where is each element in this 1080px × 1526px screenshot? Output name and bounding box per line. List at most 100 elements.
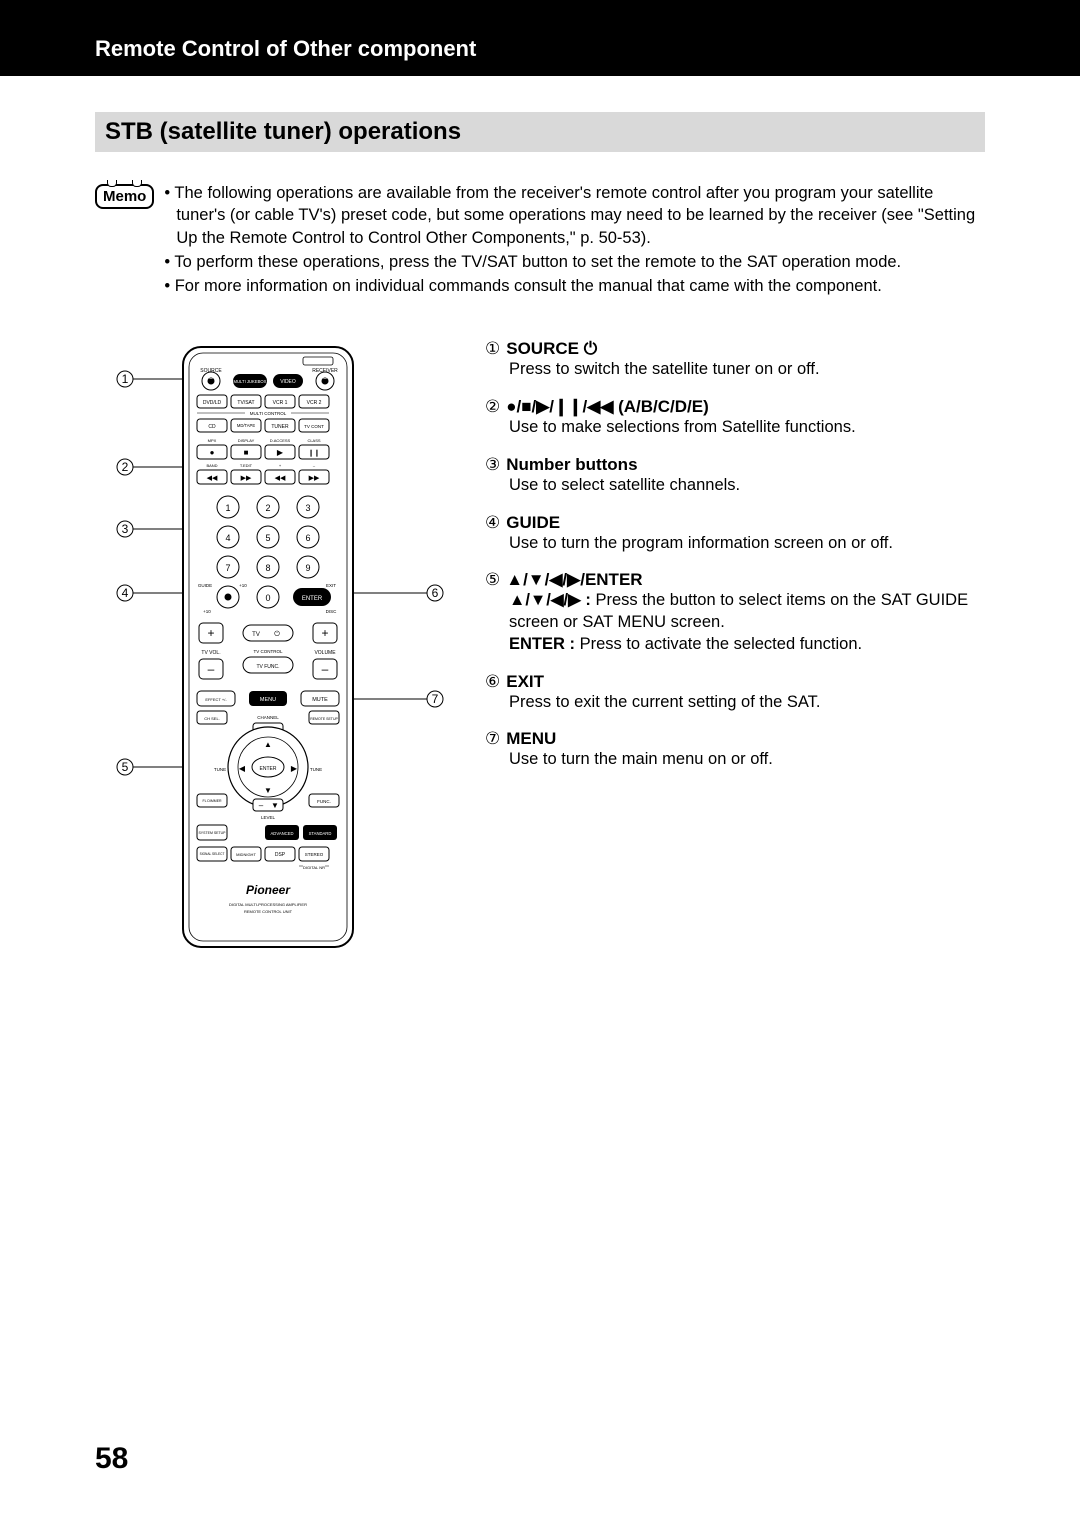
- desc-num: ⑦: [485, 729, 500, 749]
- content-area: Memo The following operations are availa…: [95, 182, 985, 964]
- desc-text: Press to switch the satellite tuner on o…: [485, 359, 985, 381]
- svg-text:D.ACCESS: D.ACCESS: [270, 438, 291, 443]
- svg-text:+10: +10: [203, 609, 211, 614]
- desc-text: ▲/▼/◀/▶ : Press the button to select ite…: [485, 590, 985, 655]
- desc-title: MENU: [506, 729, 556, 748]
- svg-text:MULTI CONTROL: MULTI CONTROL: [250, 411, 287, 416]
- svg-text:+: +: [207, 626, 214, 640]
- desc-num: ⑥: [485, 672, 500, 692]
- desc-title: ▲/▼/◀/▶/ENTER: [506, 570, 642, 589]
- desc-num: ③: [485, 455, 500, 475]
- desc-item-4: ④GUIDE Use to turn the program informati…: [485, 513, 985, 555]
- memo-block: Memo The following operations are availa…: [95, 182, 985, 299]
- desc-item-6: ⑥ EXIT Press to exit the current setting …: [485, 672, 985, 714]
- page-number: 58: [95, 1442, 128, 1476]
- svg-text:●: ●: [210, 448, 215, 457]
- svg-text:⏻: ⏻: [274, 630, 280, 638]
- desc-num: ②: [485, 397, 500, 417]
- svg-text:MUTE: MUTE: [312, 697, 328, 703]
- header-bar: Remote Control of Other component: [0, 0, 1080, 76]
- memo-list: The following operations are available f…: [164, 182, 985, 299]
- svg-text:LEVEL: LEVEL: [261, 815, 276, 820]
- desc-item-3: ③Number buttons Use to select satellite …: [485, 455, 985, 497]
- svg-text:▶▶: ▶▶: [309, 475, 320, 482]
- svg-text:◀: ◀: [239, 764, 246, 773]
- svg-text:5: 5: [122, 760, 129, 774]
- svg-text:Pioneer: Pioneer: [246, 883, 291, 897]
- desc-item-5: ⑤ ▲/▼/◀/▶/ENTER ▲/▼/◀/▶ : Press the butto…: [485, 570, 985, 655]
- svg-text:▼: ▼: [264, 786, 272, 795]
- svg-text:2: 2: [122, 460, 129, 474]
- svg-text:ADVANCED: ADVANCED: [271, 831, 294, 836]
- svg-text:4: 4: [225, 533, 230, 543]
- svg-text:SYSTEM SETUP: SYSTEM SETUP: [198, 831, 226, 835]
- svg-text:DIGITAL MULTI-PROCESSING AMPLI: DIGITAL MULTI-PROCESSING AMPLIFIER: [229, 902, 307, 907]
- remote-diagram: 1 2 3 4 5 6 7 SOURCE RECEIVER ⏻: [115, 339, 445, 959]
- svg-text:9: 9: [305, 563, 310, 573]
- svg-text:MIDNIGHT: MIDNIGHT: [236, 852, 256, 857]
- svg-text:CD: CD: [208, 424, 216, 430]
- svg-text:4: 4: [122, 586, 129, 600]
- svg-text:DISC: DISC: [326, 609, 338, 614]
- desc-item-7: ⑦ MENU Use to turn the main menu on or of…: [485, 729, 985, 771]
- remote-diagram-column: 1 2 3 4 5 6 7 SOURCE RECEIVER ⏻: [95, 339, 445, 964]
- svg-text:0: 0: [265, 593, 270, 603]
- svg-text:TV CONTROL: TV CONTROL: [253, 649, 282, 654]
- svg-text:⏻: ⏻: [323, 374, 328, 381]
- memo-badge: Memo: [95, 184, 154, 209]
- svg-text:FL DIMMER: FL DIMMER: [202, 799, 222, 803]
- desc-text: Use to turn the main menu on or off.: [485, 749, 985, 771]
- svg-text:FUNC.: FUNC.: [317, 799, 331, 804]
- desc-text: Press to exit the current setting of the…: [485, 692, 985, 714]
- svg-text:5: 5: [265, 533, 270, 543]
- svg-text:VCR 2: VCR 2: [307, 400, 322, 406]
- svg-text:DIGITAL NR: DIGITAL NR: [303, 865, 325, 870]
- svg-text:CH SEL.: CH SEL.: [204, 716, 220, 721]
- desc-text: Use to turn the program information scre…: [485, 533, 985, 555]
- svg-text:◀◀: ◀◀: [207, 475, 218, 482]
- svg-text:SIGNAL SELECT: SIGNAL SELECT: [200, 852, 225, 856]
- svg-text:GUIDE: GUIDE: [198, 583, 212, 588]
- svg-text:ENTER: ENTER: [302, 596, 323, 602]
- svg-text:⏻: ⏻: [209, 374, 214, 381]
- svg-text:MENU: MENU: [260, 697, 276, 703]
- svg-text:MULTI JUKEBOX: MULTI JUKEBOX: [234, 379, 267, 384]
- svg-text:TV: TV: [252, 632, 260, 638]
- svg-text:MPX: MPX: [208, 438, 217, 443]
- desc-item-1: ①SOURCE ⏻ Press to switch the satellite …: [485, 339, 985, 381]
- svg-text:+: +: [321, 626, 328, 640]
- svg-text:–: –: [322, 662, 329, 676]
- desc-text: Use to select satellite channels.: [485, 475, 985, 497]
- memo-item: To perform these operations, press the T…: [164, 251, 985, 273]
- svg-text:CHANNEL: CHANNEL: [257, 715, 279, 720]
- svg-text:6: 6: [305, 533, 310, 543]
- svg-text:EFFECT +/-: EFFECT +/-: [205, 697, 227, 702]
- svg-text:▲: ▲: [264, 740, 272, 749]
- svg-text:VIDEO: VIDEO: [280, 379, 296, 385]
- desc-title: SOURCE ⏻: [506, 339, 597, 358]
- svg-text:▶▶: ▶▶: [241, 475, 252, 482]
- svg-text:TV CONT: TV CONT: [304, 424, 324, 429]
- svg-text:1: 1: [122, 372, 129, 386]
- svg-text:■: ■: [244, 448, 249, 457]
- svg-text:–: –: [208, 662, 215, 676]
- svg-text:CLASS: CLASS: [307, 438, 320, 443]
- svg-text:6: 6: [432, 586, 439, 600]
- svg-text:+10: +10: [239, 583, 247, 588]
- svg-text:VCR 1: VCR 1: [273, 400, 288, 406]
- svg-text:STANDARD: STANDARD: [309, 831, 332, 836]
- memo-item: For more information on individual comma…: [164, 275, 985, 297]
- svg-text:REMOTE SETUP: REMOTE SETUP: [310, 717, 338, 721]
- desc-text: Use to make selections from Satellite fu…: [485, 417, 985, 439]
- svg-text:▶: ▶: [277, 448, 284, 457]
- desc-num: ⑤: [485, 570, 500, 590]
- svg-text:TUNE: TUNE: [214, 767, 226, 772]
- section-title-text: STB (satellite tuner) operations: [105, 118, 461, 145]
- svg-text:REMOTE CONTROL UNIT: REMOTE CONTROL UNIT: [244, 909, 293, 914]
- svg-text:T.EDIT: T.EDIT: [240, 463, 253, 468]
- svg-text:–: –: [259, 801, 264, 810]
- svg-text:ENTER: ENTER: [260, 766, 277, 772]
- svg-text:▼: ▼: [271, 801, 279, 810]
- svg-text:BAND: BAND: [206, 463, 217, 468]
- desc-title: EXIT: [506, 672, 544, 691]
